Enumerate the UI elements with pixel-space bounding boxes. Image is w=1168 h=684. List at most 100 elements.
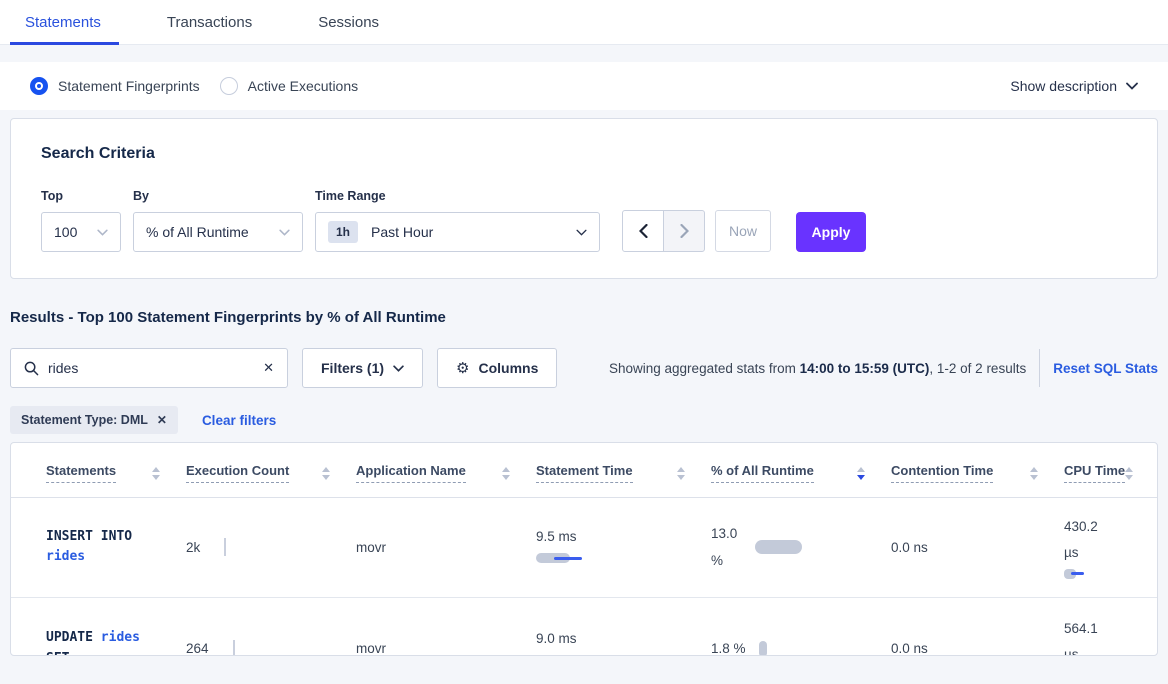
runtime-bar xyxy=(759,640,767,655)
sort-icon[interactable] xyxy=(152,466,160,480)
top-select[interactable]: 100 xyxy=(41,212,121,252)
radio-unselected-icon xyxy=(219,77,238,95)
time-range-value: Past Hour xyxy=(371,224,434,240)
sort-icon[interactable] xyxy=(677,466,685,480)
status-suffix: , 1-2 of 2 results xyxy=(929,360,1027,376)
top-field: Top 100 xyxy=(41,189,121,252)
cpu-time-bar xyxy=(1064,567,1092,581)
statement-link-rides[interactable]: rides xyxy=(100,630,140,646)
col-label: Execution Count xyxy=(186,463,290,483)
statement-cell[interactable]: UPDATE rides SET… xyxy=(46,628,186,655)
col-header-cpu-time[interactable]: CPU Time xyxy=(1064,463,1157,483)
statement-cell[interactable]: INSERT INTO rides xyxy=(46,527,186,569)
sort-icon[interactable] xyxy=(1030,466,1038,480)
runtime-cell: 1.8 % xyxy=(711,635,891,655)
statement-time-bar xyxy=(536,653,584,655)
chevron-down-icon xyxy=(97,229,108,236)
time-range-select[interactable]: 1h Past Hour xyxy=(315,212,600,252)
time-nav-group xyxy=(622,210,705,252)
clear-filters-link[interactable]: Clear filters xyxy=(201,412,277,428)
col-header-statement-time[interactable]: Statement Time xyxy=(536,463,711,483)
sort-icon[interactable] xyxy=(502,466,510,480)
tab-transactions[interactable]: Transactions xyxy=(167,0,252,44)
statement-time-cell: 9.0 ms xyxy=(536,630,711,655)
sort-icon[interactable] xyxy=(322,466,330,480)
status-time-range: 14:00 to 15:59 (UTC) xyxy=(799,360,930,376)
remove-filter-icon[interactable]: ✕ xyxy=(156,413,167,427)
cpu-time-cell: 430.2 µs xyxy=(1064,514,1157,581)
top-select-value: 100 xyxy=(54,224,78,240)
reset-sql-stats-link[interactable]: Reset SQL Stats xyxy=(1053,360,1158,376)
col-label: CPU Time xyxy=(1064,463,1126,483)
time-range-badge: 1h xyxy=(328,221,359,243)
filter-chip-label: Statement Type: DML xyxy=(21,413,148,427)
chevron-down-icon xyxy=(279,229,290,236)
columns-button-label: Columns xyxy=(478,360,539,376)
radio-statement-fingerprints-label: Statement Fingerprints xyxy=(58,78,200,94)
search-criteria-controls: Top 100 By % of All Runtime Time Range 1… xyxy=(41,189,1127,252)
cpu-time-unit: µs xyxy=(1064,545,1079,561)
results-status-text: Showing aggregated stats from 14:00 to 1… xyxy=(609,361,1026,376)
contention-time-cell: 0.0 ns xyxy=(891,641,928,656)
chevron-left-icon xyxy=(638,224,648,238)
time-range-label: Time Range xyxy=(315,189,386,203)
by-field: By % of All Runtime xyxy=(133,189,303,252)
by-select-value: % of All Runtime xyxy=(146,224,249,240)
now-button[interactable]: Now xyxy=(715,210,771,252)
col-label: Application Name xyxy=(356,463,466,483)
col-header-execution-count[interactable]: Execution Count xyxy=(186,463,356,483)
chevron-down-icon xyxy=(393,364,404,372)
results-search-box[interactable]: ✕ xyxy=(10,348,288,388)
runtime-value: 13.0 % xyxy=(711,526,738,569)
show-description-toggle[interactable]: Show description xyxy=(1010,78,1138,94)
chevron-down-icon xyxy=(1126,82,1138,90)
table-row: UPDATE rides SET… 264 movr 9.0 ms 1.8 % … xyxy=(11,598,1157,656)
execution-count-cell: 2k xyxy=(186,538,356,557)
page-tabs: Statements Transactions Sessions xyxy=(0,0,1168,45)
by-select[interactable]: % of All Runtime xyxy=(133,212,303,252)
col-header-application-name[interactable]: Application Name xyxy=(356,463,536,483)
cpu-time-unit: µs xyxy=(1064,646,1079,656)
columns-button[interactable]: ⚙ Columns xyxy=(437,348,558,388)
statement-link-rides[interactable]: rides xyxy=(46,549,86,565)
statement-text: INSERT INTO xyxy=(46,528,133,544)
time-prev-button[interactable] xyxy=(622,210,664,252)
filters-button[interactable]: Filters (1) xyxy=(302,348,424,388)
tab-statements-label: Statements xyxy=(25,13,101,31)
sort-icon[interactable] xyxy=(1125,466,1134,480)
results-search-input[interactable] xyxy=(48,360,264,376)
tab-sessions[interactable]: Sessions xyxy=(318,0,379,44)
search-criteria-card: Search Criteria Top 100 By % of All Runt… xyxy=(10,118,1158,279)
col-label: % of All Runtime xyxy=(711,463,814,483)
chevron-down-icon xyxy=(576,229,587,236)
execution-count-bar xyxy=(232,639,235,655)
col-label: Statements xyxy=(46,463,117,483)
application-name-cell: movr xyxy=(356,539,386,555)
radio-statement-fingerprints[interactable]: Statement Fingerprints xyxy=(30,77,200,95)
clear-search-icon[interactable]: ✕ xyxy=(263,360,274,375)
view-toggle-bar: Statement Fingerprints Active Executions… xyxy=(0,62,1168,110)
execution-count-value: 2k xyxy=(186,539,201,555)
time-next-button[interactable] xyxy=(663,210,705,252)
statement-time-cell: 9.5 ms xyxy=(536,529,711,565)
table-header-row: Statements Execution Count Application N… xyxy=(11,443,1157,498)
col-header-contention-time[interactable]: Contention Time xyxy=(891,463,1064,483)
statement-time-bar xyxy=(536,551,586,565)
apply-button[interactable]: Apply xyxy=(796,212,866,252)
chevron-right-icon xyxy=(679,224,689,238)
execution-count-value: 264 xyxy=(186,641,209,656)
statement-time-value: 9.0 ms xyxy=(536,630,577,646)
radio-active-executions[interactable]: Active Executions xyxy=(219,77,358,95)
vertical-divider xyxy=(1039,349,1041,387)
sort-desc-active-icon[interactable] xyxy=(857,466,865,480)
top-label: Top xyxy=(41,189,63,203)
search-criteria-title: Search Criteria xyxy=(41,145,155,162)
tab-statements[interactable]: Statements xyxy=(10,0,119,45)
table-row: INSERT INTO rides 2k movr 9.5 ms 13.0 % … xyxy=(11,498,1157,598)
statement-text: SET… xyxy=(46,651,77,655)
execution-count-bar xyxy=(224,538,227,557)
tab-transactions-label: Transactions xyxy=(166,13,253,31)
col-header-pct-all-runtime[interactable]: % of All Runtime xyxy=(711,463,891,483)
filter-chip-statement-type[interactable]: Statement Type: DML ✕ xyxy=(10,406,178,434)
col-header-statements[interactable]: Statements xyxy=(46,463,186,483)
